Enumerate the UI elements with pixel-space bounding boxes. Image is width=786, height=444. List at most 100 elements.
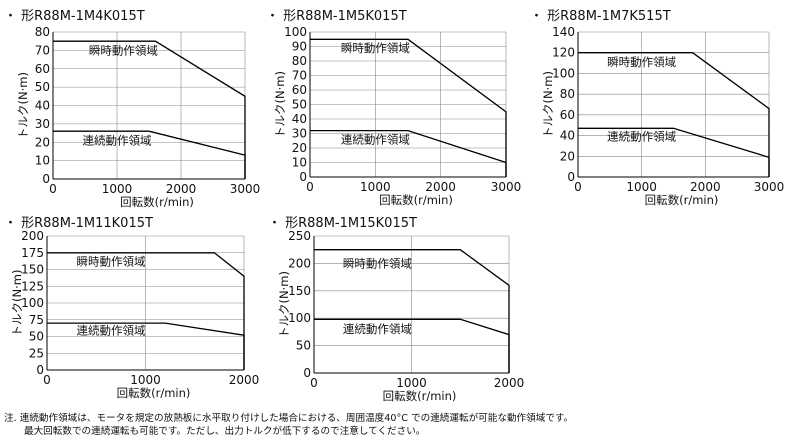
x-tick-label: 1000 xyxy=(396,376,427,390)
x-tick-label: 2000 xyxy=(690,180,721,194)
chart-panel-1: ・ 形R88M-1M4K015T 0 10 20 30 40 50 60 70 80 0 1000 2… xyxy=(0,0,261,209)
x-tick-label: 1000 xyxy=(102,182,133,196)
continuous-region-label: 連続動作領域 xyxy=(607,130,676,144)
y-tick-label: 60 xyxy=(292,83,307,97)
x-tick-label: 2000 xyxy=(494,376,525,390)
x-tick-label: 2000 xyxy=(166,182,197,196)
instant-region-curve xyxy=(578,52,770,177)
x-tick-label: 0 xyxy=(574,180,582,194)
y-tick-label: 0 xyxy=(299,170,307,184)
y-axis-label: トルク(N·m) xyxy=(277,271,291,338)
continuous-region-curve xyxy=(578,127,770,177)
y-tick-label: 140 xyxy=(552,25,575,39)
chart-svg-5: 0 50 100 150 200 250 0 1000 2000 回転数(r/min) トルク(N·… xyxy=(277,229,525,403)
x-axis-label: 回転数(r/min) xyxy=(645,193,719,207)
continuous-region-curve xyxy=(47,322,245,370)
y-tick-label: 100 xyxy=(288,311,311,325)
y-tick-label: 60 xyxy=(560,108,575,122)
chart-title: ・ 形R88M-1M11K015T xyxy=(4,216,153,231)
continuous-region-curve xyxy=(314,318,510,373)
y-tick-label: 10 xyxy=(292,156,307,170)
y-tick-label: 70 xyxy=(292,69,307,83)
y-tick-label: 100 xyxy=(284,25,307,39)
y-tick-label: 200 xyxy=(21,229,44,243)
continuous-region-label: 連続動作領域 xyxy=(77,323,146,337)
y-tick-label: 0 xyxy=(42,172,50,186)
chart-panel-5: ・ 形R88M-1M15K015T 0 50 100 150 200 250 0 1000 20… xyxy=(264,207,526,407)
footnote-line-2: 最大回転数での連続運転も可能です。ただし、出力トルクが低下するので注意してくださ… xyxy=(24,426,426,437)
y-tick-label: 20 xyxy=(292,141,307,155)
x-tick-label: 0 xyxy=(49,182,57,196)
y-tick-label: 40 xyxy=(560,129,575,143)
y-tick-label: 30 xyxy=(35,117,50,131)
y-tick-label: 20 xyxy=(560,149,575,163)
y-tick-label: 250 xyxy=(288,229,311,243)
x-tick-label: 0 xyxy=(43,373,51,387)
continuous-region-label: 連続動作領域 xyxy=(341,132,410,146)
y-tick-label: 50 xyxy=(296,339,311,353)
y-tick-label: 150 xyxy=(21,263,44,277)
y-tick-label: 50 xyxy=(35,80,50,94)
y-tick-label: 50 xyxy=(292,98,307,112)
y-tick-label: 150 xyxy=(288,284,311,298)
y-axis-label: トルク(N·m) xyxy=(541,71,555,138)
x-tick-label: 1000 xyxy=(626,180,657,194)
chart-svg-1: 0 10 20 30 40 50 60 70 80 0 1000 2000 3000 回転数(r/min)… xyxy=(16,25,261,209)
y-tick-label: 120 xyxy=(552,46,575,60)
x-tick-label: 3000 xyxy=(754,180,785,194)
y-tick-label: 80 xyxy=(292,54,307,68)
x-tick-label: 2000 xyxy=(229,373,260,387)
y-tick-label: 0 xyxy=(567,170,575,184)
y-tick-label: 100 xyxy=(552,66,575,80)
instant-region-label: 瞬時動作領域 xyxy=(77,254,146,268)
footnote: 注. 連続動作領域は、モータを規定の放熱板に水平取り付けした場合における、周囲温… xyxy=(4,412,573,438)
x-tick-label: 1000 xyxy=(130,373,161,387)
continuous-region-label: 連続動作領域 xyxy=(343,322,412,336)
y-axis-label: トルク(N·m) xyxy=(16,72,30,139)
chart-panel-2: ・ 形R88M-1M5K015T 0 10 20 30 40 50 60 70 80 90 100 0… xyxy=(262,0,524,207)
y-tick-label: 30 xyxy=(292,127,307,141)
y-tick-label: 20 xyxy=(35,135,50,149)
y-tick-label: 0 xyxy=(303,366,311,380)
x-tick-label: 1000 xyxy=(360,180,391,194)
x-tick-label: 3000 xyxy=(491,180,522,194)
chart-title: ・ 形R88M-1M7K515T xyxy=(530,9,671,24)
y-tick-label: 60 xyxy=(35,62,50,76)
y-tick-label: 40 xyxy=(35,99,50,113)
y-tick-label: 90 xyxy=(292,40,307,54)
y-tick-label: 10 xyxy=(35,154,50,168)
y-axis-label: トルク(N·m) xyxy=(273,71,287,138)
y-tick-label: 70 xyxy=(35,43,50,57)
chart-title: ・ 形R88M-1M4K015T xyxy=(4,9,145,24)
y-tick-label: 100 xyxy=(21,296,44,310)
chart-panel-3: ・ 形R88M-1M7K515T 0 20 40 60 80 100 120 140 0 1000… xyxy=(526,0,786,207)
x-axis-label: 回転数(r/min) xyxy=(383,389,457,403)
chart-title: ・ 形R88M-1M5K015T xyxy=(266,9,407,24)
y-tick-label: 175 xyxy=(21,246,44,260)
instant-region-curve xyxy=(310,38,507,177)
instant-region-label: 瞬時動作領域 xyxy=(341,41,410,55)
chart-panel-4: ・ 形R88M-1M11K015T 0 25 50 75 100 125 150 175 200… xyxy=(0,207,262,407)
y-tick-label: 0 xyxy=(36,363,44,377)
x-tick-label: 0 xyxy=(306,180,314,194)
x-axis-label: 回転数(r/min) xyxy=(120,195,194,209)
y-tick-label: 25 xyxy=(29,346,44,360)
y-tick-label: 125 xyxy=(21,279,44,293)
x-tick-label: 2000 xyxy=(425,180,456,194)
instant-region-label: 瞬時動作領域 xyxy=(343,256,412,270)
continuous-region-label: 連続動作領域 xyxy=(83,133,152,147)
x-tick-label: 3000 xyxy=(230,182,261,196)
footnote-line-1: 注. 連続動作領域は、モータを規定の放熱板に水平取り付けした場合における、周囲温… xyxy=(4,413,574,424)
x-axis-label: 回転数(r/min) xyxy=(117,386,191,400)
y-tick-label: 80 xyxy=(560,87,575,101)
instant-region-curve xyxy=(53,40,246,179)
y-tick-label: 80 xyxy=(35,25,50,39)
y-tick-label: 200 xyxy=(288,256,311,270)
y-axis-label: トルク(N·m) xyxy=(10,270,24,337)
instant-region-label: 瞬時動作領域 xyxy=(89,43,158,57)
instant-region-curve xyxy=(314,249,510,373)
y-tick-label: 40 xyxy=(292,112,307,126)
instant-region-curve xyxy=(47,252,245,370)
